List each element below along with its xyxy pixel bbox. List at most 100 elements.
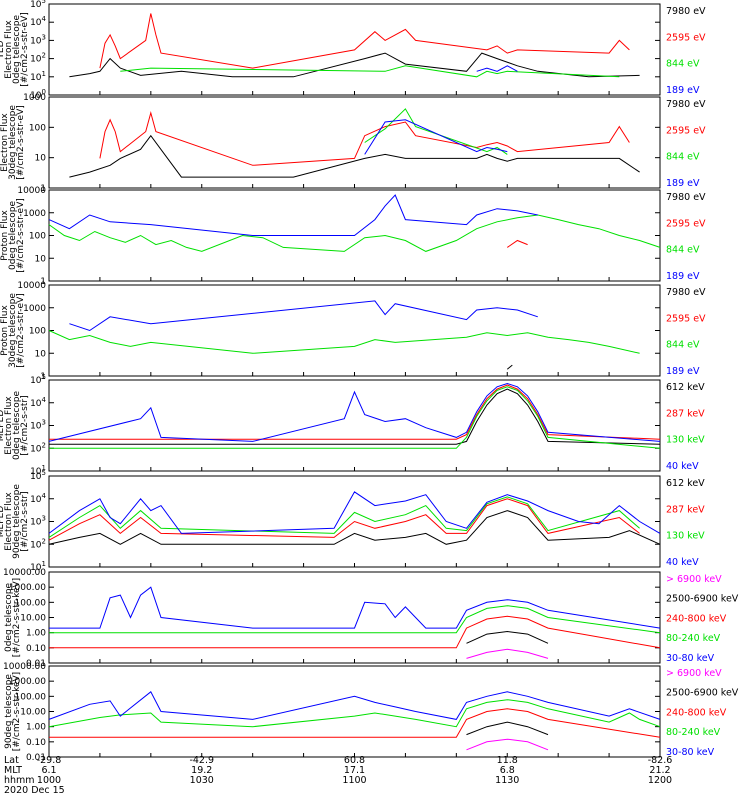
legend-entry: 30-80 keV — [666, 747, 715, 758]
x-axis-row-label: Lat — [4, 755, 19, 766]
y-tick-label: 102 — [30, 441, 46, 454]
legend-entry: 2595 eV — [666, 125, 706, 136]
y-tick-label: 10.00 — [20, 614, 46, 624]
legend-entry: 612 keV — [666, 382, 705, 393]
series-line — [48, 194, 538, 236]
y-axis-label: Proton Flux — [0, 210, 10, 261]
y-axis-label: 90deg telescope — [12, 484, 22, 559]
y-axis-label: Proton Flux — [0, 305, 10, 356]
x-tick-label: -82.6 — [648, 755, 673, 766]
y-tick-label: 1000 — [23, 209, 46, 219]
series-line — [48, 214, 661, 252]
y-tick-label: 1.00 — [26, 723, 46, 733]
x-tick-label: 1200 — [648, 775, 672, 786]
legend-entry: 844 eV — [666, 245, 700, 256]
y-tick-label: 104 — [30, 492, 46, 505]
series-line — [49, 386, 661, 449]
series-line — [49, 586, 661, 629]
y-axis-label: [#/cm2-s-str-eV] — [16, 198, 26, 273]
series-line — [466, 648, 549, 659]
series-line — [48, 496, 640, 538]
y-axis-label: [#/cm2-s-str-keV] — [12, 672, 22, 751]
y-tick-label: 1.00 — [26, 629, 46, 639]
y-axis-label: 30deg telescope — [8, 293, 18, 368]
y-tick-label: 1 — [40, 372, 46, 382]
x-tick-label: 11.8 — [497, 755, 518, 766]
x-tick-label: 21.2 — [649, 765, 670, 776]
panel-frame — [48, 665, 661, 758]
y-axis-label: MEPED — [0, 410, 6, 442]
y-axis-label: Electron Flux — [4, 396, 14, 455]
series-line — [49, 605, 661, 634]
y-tick-label: 105 — [30, 0, 46, 10]
y-axis-label: 30deg telescope — [8, 105, 18, 180]
legend-entry: 80-240 keV — [666, 633, 721, 644]
series-line — [466, 738, 549, 751]
y-tick-label: 0.10 — [26, 644, 46, 654]
legend-entry: > 6900 keV — [666, 574, 722, 585]
y-tick-label: 100 — [29, 232, 46, 242]
series-line — [476, 65, 518, 72]
x-axis-date: 2020 Dec 15 — [4, 785, 65, 796]
legend-entry: 40 keV — [666, 557, 699, 568]
y-axis-label: 0deg telescope — [8, 201, 18, 271]
legend-entry: 130 keV — [666, 435, 705, 446]
series-line — [506, 364, 513, 370]
y-tick-label: 0.10 — [26, 738, 46, 748]
legend-entry: 2500-6900 keV — [666, 594, 739, 605]
y-axis-label: 90deg telescope — [4, 674, 14, 749]
y-axis-label: [#/cm2-s-str-eV] — [20, 12, 30, 87]
series-line — [48, 382, 661, 442]
y-tick-label: 100.00 — [15, 598, 47, 608]
legend-entry: 30-80 keV — [666, 653, 715, 664]
x-tick-label: 1130 — [495, 775, 519, 786]
y-tick-label: 103 — [30, 515, 46, 528]
legend-entry: 844 eV — [666, 340, 700, 351]
y-tick-label: 10 — [35, 254, 47, 264]
series-line — [48, 699, 661, 728]
y-tick-label: 103 — [30, 33, 46, 46]
x-tick-label: -29.8 — [37, 755, 62, 766]
y-tick-label: 10.00 — [20, 708, 46, 718]
series-line — [69, 300, 538, 332]
y-axis-label: [#/cm2-s-str] — [20, 395, 30, 455]
series-line — [49, 708, 661, 738]
x-tick-label: 19.2 — [191, 765, 212, 776]
series-line — [466, 630, 549, 644]
y-tick-label: 0.01 — [26, 753, 46, 763]
y-axis-label: [#/cm2-s-str-eV] — [16, 105, 26, 180]
legend-entry: 7980 eV — [666, 287, 706, 298]
series-line — [364, 119, 508, 155]
y-tick-label: 10000.00 — [3, 568, 46, 578]
y-tick-label: 102 — [30, 537, 46, 550]
panel-frame — [48, 96, 661, 189]
series-line — [69, 134, 640, 178]
x-tick-label: 60.8 — [344, 755, 365, 766]
series-line — [99, 110, 630, 166]
legend-entry: 2595 eV — [666, 218, 706, 229]
x-axis-row-label: MLT — [4, 765, 22, 776]
y-tick-label: 104 — [30, 396, 46, 409]
y-tick-label: 102 — [30, 52, 46, 65]
y-axis-label: TED — [0, 40, 6, 59]
x-tick-label: -42.9 — [189, 755, 214, 766]
y-tick-label: 101 — [30, 70, 46, 83]
y-tick-label: 10000 — [17, 281, 46, 291]
legend-entry: 7980 eV — [666, 6, 706, 17]
legend-entry: 844 eV — [666, 152, 700, 163]
legend-entry: 2500-6900 keV — [666, 688, 739, 699]
legend-entry: 189 eV — [666, 271, 700, 282]
series-line — [48, 330, 640, 354]
y-tick-label: 105 — [30, 373, 46, 386]
legend-entry: 2595 eV — [666, 313, 706, 324]
y-tick-label: 1 — [40, 277, 46, 287]
series-line — [48, 691, 661, 720]
series-line — [99, 13, 630, 69]
y-tick-label: 1000.00 — [9, 583, 46, 593]
series-line — [507, 239, 528, 248]
series-line — [49, 388, 661, 445]
legend-entry: 240-800 keV — [666, 613, 727, 624]
legend-entry: 287 keV — [666, 504, 705, 515]
y-tick-label: 1000 — [23, 304, 46, 314]
y-tick-label: 100 — [29, 123, 46, 133]
